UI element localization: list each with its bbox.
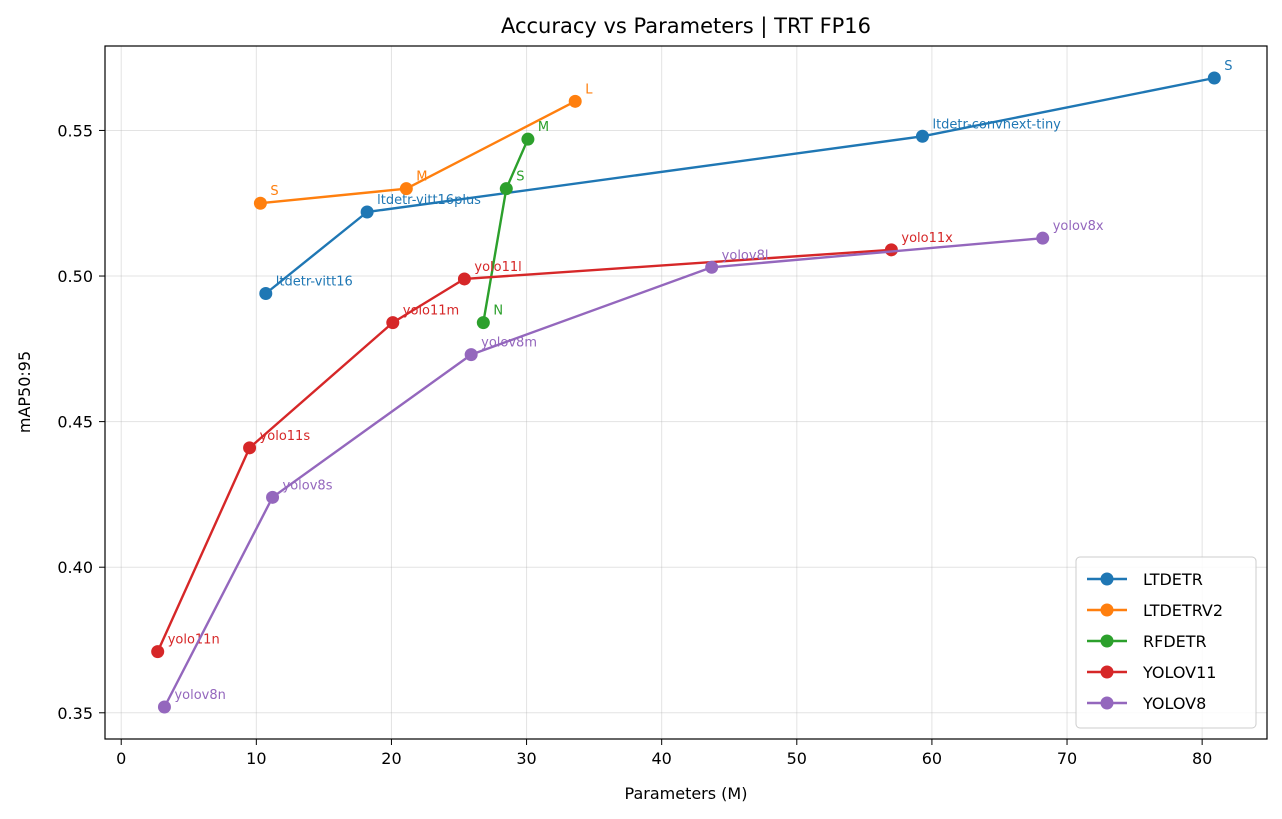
y-tick-label: 0.35 (57, 704, 93, 723)
y-tick-label: 0.40 (57, 558, 93, 577)
legend-entry: YOLOV11 (1087, 663, 1216, 682)
legend-marker (1100, 572, 1114, 586)
data-point (243, 441, 257, 455)
legend-marker (1100, 696, 1114, 710)
point-label: yolov8s (283, 478, 333, 493)
point-label: yolov8l (722, 248, 769, 263)
y-tick-label: 0.45 (57, 413, 93, 432)
x-tick-label: 80 (1192, 749, 1212, 768)
point-label: yolov8x (1053, 219, 1104, 234)
legend-marker (1100, 665, 1114, 679)
series-ltdetrv2: S M L (253, 82, 593, 210)
legend-entry: LTDETRV2 (1087, 601, 1223, 620)
x-tick-label: 70 (1057, 749, 1077, 768)
legend-label: YOLOV8 (1142, 694, 1206, 713)
point-label: yolo11l (474, 260, 521, 275)
point-label: ltdetr-vitt16plus (377, 193, 481, 208)
point-label: L (585, 82, 593, 97)
plot-series: ltdetr-vitt16 ltdetr-vitt16plus ltdetr-con… (151, 59, 1233, 714)
legend-entry: YOLOV8 (1087, 694, 1206, 713)
data-point (253, 196, 267, 210)
data-point (457, 272, 471, 286)
data-point (521, 132, 535, 146)
point-label: S (516, 170, 524, 185)
y-tick-label: 0.55 (57, 121, 93, 140)
x-tick-label: 30 (516, 749, 536, 768)
data-point (259, 287, 273, 300)
legend-label: RFDETR (1143, 632, 1207, 651)
data-point (386, 316, 400, 330)
series-line (260, 100, 576, 205)
data-point (705, 260, 719, 274)
point-label: S (1224, 59, 1232, 74)
legend: LTDETR LTDETRV2 RFDETR YOLOV11 YOLOV8 (1075, 556, 1257, 729)
data-point (1207, 71, 1221, 85)
point-label: M (538, 120, 549, 135)
series-line (482, 138, 529, 323)
series-line (163, 237, 1043, 708)
point-label: M (416, 170, 427, 185)
series-ltdetr: ltdetr-vitt16 ltdetr-vitt16plus ltdetr-con… (259, 59, 1233, 300)
legend-entry: LTDETR (1087, 570, 1203, 589)
point-label: yolo11s (260, 429, 311, 444)
series-yolov11: yolo11n yolo11s yolo11m yolo11l yolo11x (151, 231, 953, 659)
data-point (476, 316, 490, 330)
point-label: yolo11n (168, 633, 220, 648)
data-point (1036, 231, 1050, 245)
point-label: yolo11m (403, 304, 459, 319)
data-point (464, 348, 478, 362)
axis-ticks: 0 10 20 30 40 50 60 70 80 0.35 0.40 0.45 0.50 0.55 (57, 121, 1212, 768)
data-point (499, 182, 513, 196)
x-axis-label: Parameters (M) (625, 784, 748, 803)
data-point (884, 243, 898, 257)
series-line (156, 248, 892, 653)
legend-label: LTDETR (1143, 570, 1203, 589)
point-label: N (493, 304, 503, 319)
point-label: yolov8m (481, 336, 537, 351)
x-tick-label: 20 (381, 749, 401, 768)
chart-title: Accuracy vs Parameters | TRT FP16 (501, 14, 871, 39)
y-axis-label: mAP50:95 (15, 351, 34, 433)
legend-entry: RFDETR (1087, 632, 1207, 651)
point-label: ltdetr-convnext-tiny (932, 117, 1061, 132)
legend-marker (1100, 634, 1114, 648)
y-tick-label: 0.50 (57, 267, 93, 286)
data-point (157, 700, 171, 714)
x-tick-label: 50 (787, 749, 807, 768)
legend-label: YOLOV11 (1142, 663, 1216, 682)
x-tick-label: 60 (922, 749, 942, 768)
data-point (151, 645, 165, 659)
series-line (265, 76, 1215, 295)
point-label: yolo11x (901, 231, 953, 246)
point-label: yolov8n (174, 688, 225, 703)
x-tick-label: 0 (116, 749, 126, 768)
series-rfdetr: N S M (476, 120, 549, 330)
data-point (399, 182, 413, 196)
data-point (915, 129, 929, 143)
x-tick-label: 40 (651, 749, 671, 768)
point-label: ltdetr-vitt16 (276, 275, 353, 290)
series-yolov8: yolov8n yolov8s yolov8m yolov8l yolov8x (157, 219, 1104, 714)
point-label: S (270, 184, 278, 199)
legend-marker (1100, 603, 1114, 617)
legend-label: LTDETRV2 (1143, 601, 1223, 620)
data-point (266, 490, 280, 504)
data-point (360, 205, 374, 219)
legend-box (1075, 556, 1257, 729)
data-point (568, 94, 582, 108)
x-tick-label: 10 (246, 749, 266, 768)
plot-frame (104, 45, 1268, 740)
